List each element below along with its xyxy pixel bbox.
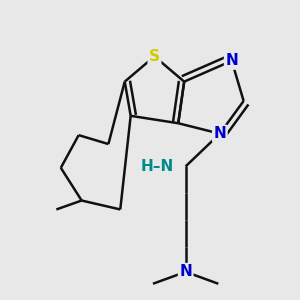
Text: H–N: H–N	[140, 159, 174, 174]
Text: N: N	[179, 264, 192, 279]
Text: N: N	[225, 53, 238, 68]
Text: N: N	[214, 126, 226, 141]
Text: S: S	[149, 49, 160, 64]
